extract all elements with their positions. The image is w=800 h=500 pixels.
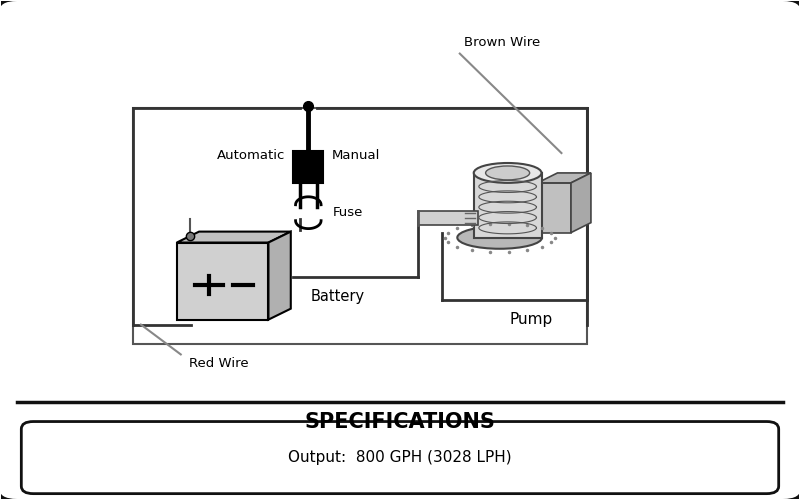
Bar bbox=[474, 173, 542, 238]
Bar bbox=[418, 210, 478, 224]
Bar bbox=[538, 183, 571, 232]
Polygon shape bbox=[571, 173, 591, 233]
Ellipse shape bbox=[486, 166, 530, 180]
Bar bbox=[293, 150, 323, 183]
Text: Battery: Battery bbox=[310, 289, 365, 304]
Ellipse shape bbox=[474, 163, 542, 183]
Polygon shape bbox=[177, 232, 290, 242]
Text: Automatic: Automatic bbox=[217, 149, 285, 162]
FancyBboxPatch shape bbox=[133, 108, 587, 344]
Text: Red Wire: Red Wire bbox=[189, 357, 248, 370]
Polygon shape bbox=[269, 232, 290, 320]
Text: Fuse: Fuse bbox=[333, 206, 363, 219]
FancyBboxPatch shape bbox=[22, 422, 778, 494]
Text: Brown Wire: Brown Wire bbox=[464, 36, 540, 49]
Ellipse shape bbox=[458, 226, 542, 249]
Text: Pump: Pump bbox=[510, 312, 553, 327]
Polygon shape bbox=[538, 173, 591, 183]
Text: Manual: Manual bbox=[331, 149, 380, 162]
Text: Output:  800 GPH (3028 LPH): Output: 800 GPH (3028 LPH) bbox=[288, 450, 512, 466]
Bar bbox=[177, 242, 269, 320]
Text: SPECIFICATIONS: SPECIFICATIONS bbox=[305, 412, 495, 432]
